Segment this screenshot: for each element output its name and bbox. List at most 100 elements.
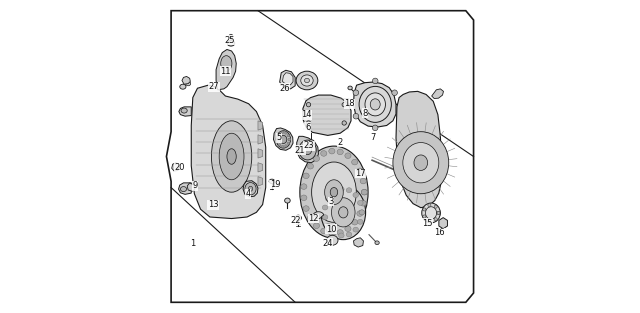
Ellipse shape bbox=[428, 219, 431, 222]
Ellipse shape bbox=[434, 205, 437, 208]
Ellipse shape bbox=[211, 121, 252, 192]
Text: 17: 17 bbox=[355, 169, 365, 178]
Text: 9: 9 bbox=[193, 182, 198, 191]
Ellipse shape bbox=[278, 144, 281, 146]
Ellipse shape bbox=[314, 223, 319, 228]
Ellipse shape bbox=[324, 180, 343, 205]
Polygon shape bbox=[258, 121, 262, 130]
Ellipse shape bbox=[423, 215, 426, 218]
Ellipse shape bbox=[219, 133, 244, 180]
Ellipse shape bbox=[353, 192, 358, 198]
Ellipse shape bbox=[323, 205, 328, 210]
Ellipse shape bbox=[186, 81, 191, 86]
Ellipse shape bbox=[323, 215, 328, 220]
Ellipse shape bbox=[285, 145, 287, 147]
Ellipse shape bbox=[428, 203, 431, 207]
Polygon shape bbox=[280, 70, 295, 89]
Ellipse shape bbox=[287, 134, 289, 137]
Ellipse shape bbox=[339, 187, 344, 192]
Polygon shape bbox=[353, 82, 396, 127]
Text: 22: 22 bbox=[290, 216, 300, 225]
Ellipse shape bbox=[321, 151, 327, 156]
Ellipse shape bbox=[180, 187, 187, 192]
Polygon shape bbox=[303, 95, 351, 136]
Ellipse shape bbox=[346, 232, 352, 237]
Ellipse shape bbox=[301, 75, 313, 86]
Ellipse shape bbox=[299, 140, 316, 160]
Ellipse shape bbox=[300, 146, 368, 238]
Ellipse shape bbox=[372, 78, 378, 84]
Ellipse shape bbox=[332, 198, 355, 227]
Ellipse shape bbox=[276, 136, 279, 139]
Ellipse shape bbox=[423, 208, 426, 211]
Ellipse shape bbox=[357, 211, 363, 216]
Ellipse shape bbox=[330, 187, 338, 197]
Ellipse shape bbox=[403, 142, 439, 183]
Ellipse shape bbox=[301, 195, 307, 201]
Ellipse shape bbox=[287, 142, 289, 145]
Polygon shape bbox=[432, 89, 444, 99]
Ellipse shape bbox=[245, 182, 256, 195]
Text: 4: 4 bbox=[245, 189, 251, 198]
Text: 19: 19 bbox=[270, 180, 280, 189]
Text: 5: 5 bbox=[276, 133, 282, 142]
Ellipse shape bbox=[357, 168, 363, 174]
Ellipse shape bbox=[353, 90, 358, 95]
Ellipse shape bbox=[180, 84, 186, 89]
Ellipse shape bbox=[303, 173, 309, 179]
Ellipse shape bbox=[331, 230, 337, 235]
Text: 12: 12 bbox=[308, 214, 319, 223]
Ellipse shape bbox=[321, 228, 327, 234]
Ellipse shape bbox=[353, 227, 358, 232]
Ellipse shape bbox=[358, 219, 363, 224]
Polygon shape bbox=[396, 91, 442, 208]
Ellipse shape bbox=[422, 203, 440, 223]
Ellipse shape bbox=[359, 210, 365, 215]
Polygon shape bbox=[172, 163, 179, 171]
Ellipse shape bbox=[308, 140, 314, 145]
Text: 1: 1 bbox=[190, 239, 195, 248]
Ellipse shape bbox=[437, 211, 440, 214]
Ellipse shape bbox=[221, 56, 232, 71]
Ellipse shape bbox=[337, 149, 343, 155]
Ellipse shape bbox=[329, 230, 335, 236]
Polygon shape bbox=[297, 136, 319, 163]
Ellipse shape bbox=[229, 34, 233, 38]
Ellipse shape bbox=[295, 215, 301, 221]
Ellipse shape bbox=[288, 138, 291, 141]
Ellipse shape bbox=[296, 71, 318, 90]
Text: 25: 25 bbox=[225, 36, 236, 45]
Polygon shape bbox=[282, 73, 293, 85]
Text: 14: 14 bbox=[301, 110, 311, 119]
Text: 18: 18 bbox=[344, 99, 355, 108]
Ellipse shape bbox=[351, 219, 358, 225]
Polygon shape bbox=[353, 238, 364, 247]
Ellipse shape bbox=[301, 184, 307, 189]
Ellipse shape bbox=[288, 138, 291, 141]
Text: 16: 16 bbox=[434, 228, 445, 237]
Polygon shape bbox=[243, 181, 258, 197]
Ellipse shape bbox=[375, 241, 380, 244]
Ellipse shape bbox=[227, 149, 236, 164]
Ellipse shape bbox=[437, 211, 440, 214]
Ellipse shape bbox=[342, 103, 346, 107]
Ellipse shape bbox=[280, 136, 287, 143]
Ellipse shape bbox=[326, 224, 336, 233]
Ellipse shape bbox=[285, 132, 287, 134]
Polygon shape bbox=[179, 107, 191, 116]
Ellipse shape bbox=[360, 178, 366, 184]
Text: 23: 23 bbox=[304, 141, 314, 150]
Ellipse shape bbox=[351, 159, 358, 165]
Ellipse shape bbox=[307, 163, 314, 169]
Ellipse shape bbox=[282, 131, 284, 134]
Ellipse shape bbox=[181, 108, 188, 113]
Ellipse shape bbox=[307, 121, 310, 125]
Ellipse shape bbox=[314, 156, 319, 162]
Ellipse shape bbox=[345, 226, 351, 232]
Polygon shape bbox=[313, 212, 324, 218]
Ellipse shape bbox=[348, 86, 352, 90]
Ellipse shape bbox=[269, 179, 275, 183]
Ellipse shape bbox=[303, 206, 309, 211]
Ellipse shape bbox=[305, 78, 310, 83]
Ellipse shape bbox=[307, 103, 310, 107]
